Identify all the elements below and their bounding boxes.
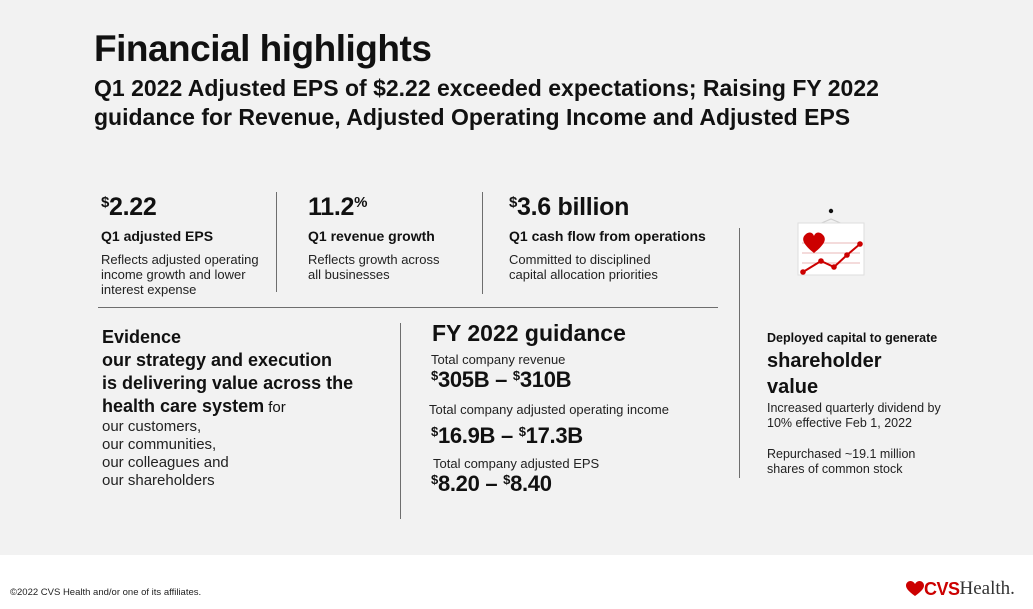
stat-cash-flow-value: $3.6 billion bbox=[509, 193, 630, 221]
evidence-stakeholders: our customers, our communities, our coll… bbox=[102, 418, 229, 489]
page-subtitle: Q1 2022 Adjusted EPS of $2.22 exceeded e… bbox=[94, 75, 879, 130]
divider bbox=[739, 228, 740, 478]
logo-cvs: CVS bbox=[924, 578, 960, 599]
heart-icon bbox=[906, 581, 924, 596]
divider bbox=[98, 307, 718, 308]
guidance-title: FY 2022 guidance bbox=[432, 320, 626, 346]
guidance-eps: Total company adjusted EPS $8.20 – $8.40 bbox=[431, 456, 600, 497]
stat-revenue-growth-desc: Reflects growth across all businesses bbox=[308, 252, 440, 282]
guidance-eps-label: Total company adjusted EPS bbox=[433, 456, 600, 471]
stat-cash-flow-desc: Committed to disciplined capital allocat… bbox=[509, 252, 658, 282]
capital-repurchase: Repurchased ~19.1 million shares of comm… bbox=[767, 447, 916, 476]
guidance-revenue-label: Total company revenue bbox=[431, 352, 566, 367]
footer bbox=[0, 555, 1033, 609]
stat-eps: $2.22 Q1 adjusted EPS Reflects adjusted … bbox=[101, 193, 271, 297]
capital-label: Deployed capital to generate bbox=[767, 331, 938, 345]
guidance-operating-income-value: $16.9B – $17.3B bbox=[431, 423, 583, 448]
stat-revenue-growth-label: Q1 revenue growth bbox=[308, 228, 435, 244]
page-title: Financial highlights bbox=[94, 28, 432, 69]
capital-headline: shareholder value bbox=[767, 350, 882, 398]
guidance-revenue-value: $305B – $310B bbox=[431, 367, 572, 392]
evidence-statement: Evidence our strategy and execution is d… bbox=[102, 327, 354, 416]
guidance-operating-income-label: Total company adjusted operating income bbox=[429, 402, 669, 417]
stat-eps-value: $2.22 bbox=[101, 193, 157, 221]
divider bbox=[276, 192, 277, 292]
cvs-health-logo: CVS Health. bbox=[906, 578, 1015, 600]
stat-revenue-growth-value: 11.2% bbox=[308, 193, 368, 221]
stat-cash-flow: $3.6 billion Q1 cash flow from operation… bbox=[509, 193, 729, 282]
capital-dividend: Increased quarterly dividend by 10% effe… bbox=[767, 401, 941, 430]
guidance-revenue: Total company revenue $305B – $310B bbox=[431, 352, 572, 393]
stat-eps-desc: Reflects adjusted operating income growt… bbox=[101, 252, 259, 297]
stat-revenue-growth: 11.2% Q1 revenue growth Reflects growth … bbox=[308, 193, 478, 282]
guidance-operating-income: Total company adjusted operating income … bbox=[429, 402, 669, 449]
stat-eps-label: Q1 adjusted EPS bbox=[101, 228, 214, 244]
divider bbox=[482, 192, 483, 294]
guidance-eps-value: $8.20 – $8.40 bbox=[431, 471, 552, 496]
divider bbox=[400, 323, 401, 519]
stat-cash-flow-label: Q1 cash flow from operations bbox=[509, 228, 706, 244]
copyright: ©2022 CVS Health and/or one of its affil… bbox=[10, 587, 202, 598]
heart-chart-envelope-icon bbox=[797, 208, 865, 276]
logo-health: Health. bbox=[959, 578, 1015, 599]
